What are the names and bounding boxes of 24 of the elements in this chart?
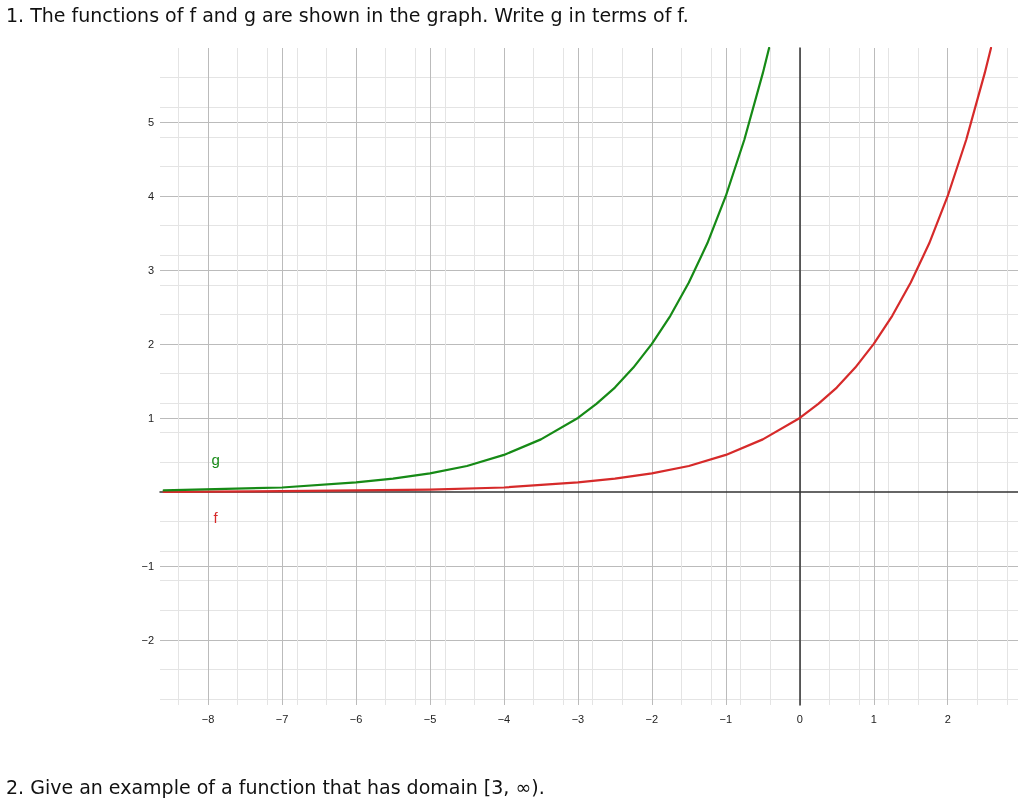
y-tick-label: 1 <box>147 411 154 424</box>
x-tick-label: −4 <box>497 712 511 725</box>
x-tick-label: −7 <box>275 712 289 725</box>
y-tick-label: 4 <box>147 189 154 202</box>
series-label: f <box>213 508 219 526</box>
series-label: g <box>211 451 220 469</box>
y-tick-label: 5 <box>147 115 154 128</box>
line-series <box>162 46 771 492</box>
x-tick-label: −6 <box>349 712 363 725</box>
x-tick-label: 0 <box>796 712 803 725</box>
x-tick-label: 1 <box>870 712 877 725</box>
x-tick-label: −2 <box>645 712 659 725</box>
chart-title: 1. The functions of f and g are shown in the graph. Write g in terms of f. <box>6 4 689 26</box>
text: 2. Give an example of a function that has domain [3, ∞). <box>6 776 545 798</box>
y-tick-label: −2 <box>141 633 154 646</box>
y-tick-label: 3 <box>147 263 154 276</box>
x-tick-label: −3 <box>571 712 585 725</box>
y-tick-label: 2 <box>147 337 154 350</box>
x-tick-label: −8 <box>201 712 215 725</box>
x-tick-label: 2 <box>944 712 951 725</box>
y-tick-label: −1 <box>141 559 154 572</box>
x-tick-label: −1 <box>719 712 733 725</box>
x-tick-label: −5 <box>423 712 437 725</box>
line-series <box>162 46 993 494</box>
